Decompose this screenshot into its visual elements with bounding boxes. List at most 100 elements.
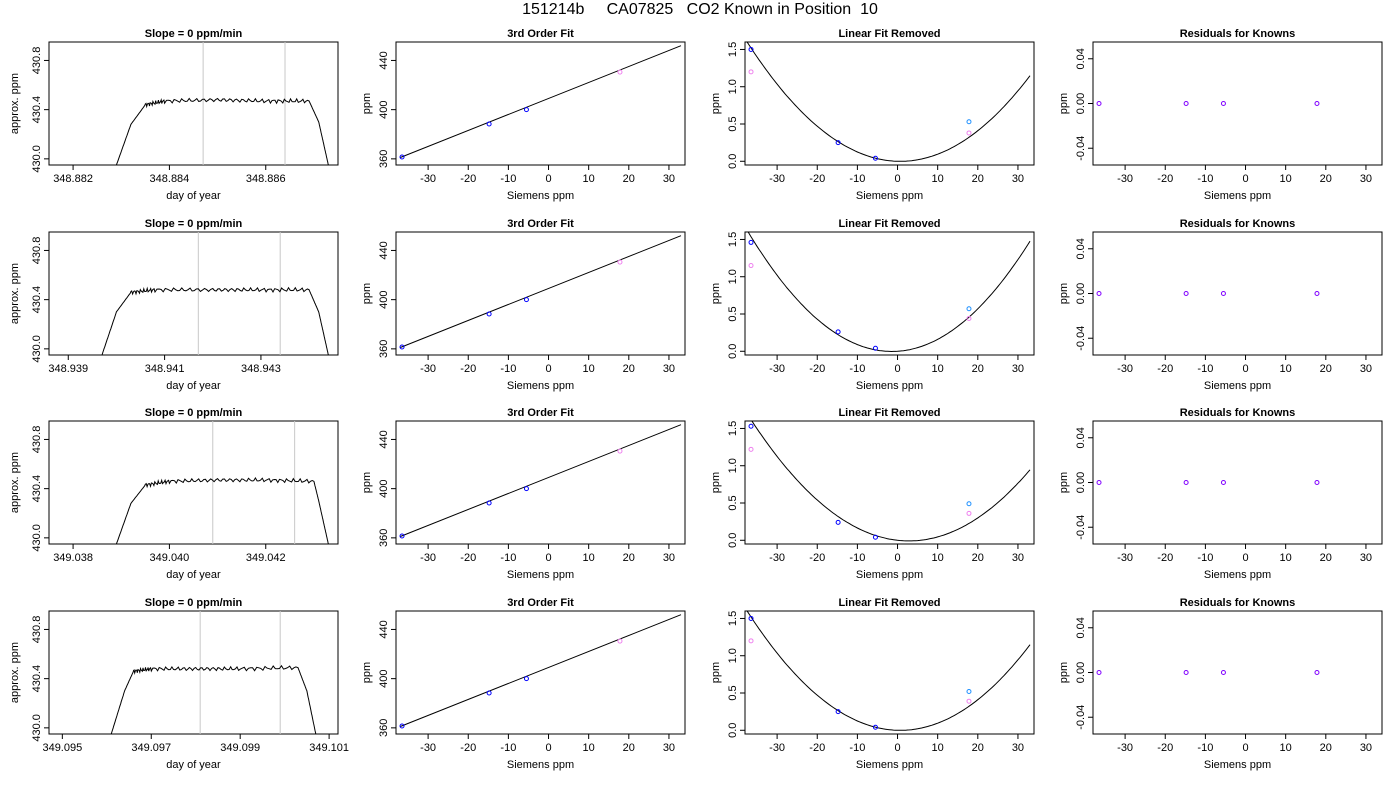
- y-axis-label: ppm: [710, 662, 722, 683]
- data-point: [617, 638, 623, 644]
- x-tick-label: -30: [1117, 742, 1133, 754]
- x-tick-label: 348.941: [145, 363, 185, 375]
- plot-frame: [744, 231, 1035, 356]
- y-tick-label: 0.04: [1075, 427, 1087, 448]
- x-tick-label: -10: [849, 552, 865, 564]
- plot-frame: [48, 420, 339, 545]
- x-tick-label: -20: [460, 552, 476, 564]
- plot-area: [746, 611, 1031, 731]
- data-point: [617, 448, 623, 454]
- x-axis-label: day of year: [166, 569, 221, 581]
- x-tick-label: 30: [663, 363, 675, 375]
- plot-area: [399, 614, 682, 729]
- x-tick-label: 10: [583, 363, 595, 375]
- x-tick-label: -10: [500, 552, 516, 564]
- fit-line: [399, 614, 682, 728]
- x-tick-label: -30: [1117, 363, 1133, 375]
- x-axis-label: Siemens ppm: [856, 759, 923, 771]
- y-tick-label: 430.4: [31, 665, 43, 693]
- x-tick-label: 30: [1360, 742, 1372, 754]
- x-tick-label: 20: [972, 552, 984, 564]
- chart-panel: 3rd Order Fit Siemens ppm ppm -30 -20 -10 0 10 2…: [361, 597, 686, 771]
- x-tick-label: 10: [932, 173, 944, 185]
- x-tick-label: -10: [500, 363, 516, 375]
- chart-panel: Residuals for Knowns Siemens ppm ppm -30 -20…: [1058, 218, 1383, 392]
- x-tick-label: 0: [545, 363, 551, 375]
- y-tick-label: 400: [378, 479, 390, 497]
- y-tick-label: 430.8: [31, 616, 43, 644]
- y-tick-label: 0.00: [1075, 662, 1087, 683]
- data-point: [1096, 480, 1102, 485]
- plot-frame: [744, 41, 1035, 166]
- plot-area: [115, 42, 329, 165]
- x-tick-label: -30: [420, 552, 436, 564]
- fit-line: [399, 45, 682, 159]
- x-tick-label: 10: [932, 742, 944, 754]
- fit-curve: [746, 42, 1031, 162]
- data-point: [399, 154, 405, 160]
- y-tick-label: 430.8: [31, 237, 43, 265]
- fit-curve: [746, 611, 1031, 731]
- data-point: [835, 329, 841, 335]
- x-tick-label: 20: [623, 552, 635, 564]
- page-title: 151214b CA07825 CO2 Known in Position 10: [522, 1, 878, 18]
- data-point: [872, 155, 878, 161]
- x-tick-label: 20: [1320, 742, 1332, 754]
- chart-panel: Residuals for Knowns Siemens ppm ppm -30 -20…: [1058, 407, 1383, 581]
- data-point: [835, 709, 841, 715]
- x-tick-label: 30: [1012, 363, 1024, 375]
- y-tick-label: 430.4: [31, 475, 43, 503]
- x-tick-label: 10: [932, 552, 944, 564]
- y-tick-label: 440: [378, 430, 390, 448]
- chart-title: Linear Fit Removed: [838, 218, 940, 230]
- data-point: [966, 130, 972, 136]
- chart-panel: Residuals for Knowns Siemens ppm ppm -30 -20…: [1058, 28, 1383, 202]
- data-point: [523, 297, 529, 303]
- data-point: [872, 724, 878, 730]
- data-point: [1314, 480, 1320, 485]
- y-tick-label: 430.8: [31, 426, 43, 454]
- y-tick-label: -0.04: [1075, 326, 1087, 351]
- x-tick-label: -10: [500, 173, 516, 185]
- plot-frame: [395, 420, 686, 545]
- x-tick-label: -20: [809, 552, 825, 564]
- data-point: [399, 533, 405, 539]
- y-tick-label: 0.00: [1075, 472, 1087, 493]
- x-tick-label: 0: [545, 552, 551, 564]
- data-point: [1096, 101, 1102, 106]
- data-point: [966, 698, 972, 704]
- plot-frame: [1092, 610, 1383, 735]
- data-point: [1220, 101, 1226, 106]
- plot-area: [399, 45, 682, 160]
- plot-area: [110, 611, 317, 734]
- x-tick-label: 20: [1320, 552, 1332, 564]
- y-tick-label: 430.8: [31, 47, 43, 75]
- plot-frame: [395, 41, 686, 166]
- x-tick-label: 0: [894, 552, 900, 564]
- x-tick-label: -30: [769, 363, 785, 375]
- y-tick-label: 440: [378, 620, 390, 638]
- x-tick-label: 349.042: [246, 552, 286, 564]
- x-tick-label: 20: [1320, 363, 1332, 375]
- x-tick-label: 10: [1280, 363, 1292, 375]
- y-axis-label: ppm: [710, 472, 722, 493]
- y-tick-label: 1.5: [727, 611, 739, 626]
- y-tick-label: -0.04: [1075, 136, 1087, 161]
- x-tick-label: 0: [894, 363, 900, 375]
- data-point: [966, 306, 972, 312]
- data-point: [523, 676, 529, 682]
- x-tick-label: -20: [1157, 742, 1173, 754]
- y-tick-label: 400: [378, 669, 390, 687]
- data-point: [1314, 101, 1320, 106]
- x-tick-label: 10: [1280, 173, 1292, 185]
- data-point: [1183, 670, 1189, 675]
- x-tick-label: 349.040: [150, 552, 190, 564]
- chart-panel: Linear Fit Removed Siemens ppm ppm -30 -20 -1…: [710, 218, 1035, 392]
- x-tick-label: 10: [583, 173, 595, 185]
- x-tick-label: -30: [1117, 173, 1133, 185]
- x-tick-label: 348.943: [241, 363, 281, 375]
- y-tick-label: 360: [378, 719, 390, 737]
- plot-area: [747, 232, 1031, 353]
- data-point: [966, 501, 972, 507]
